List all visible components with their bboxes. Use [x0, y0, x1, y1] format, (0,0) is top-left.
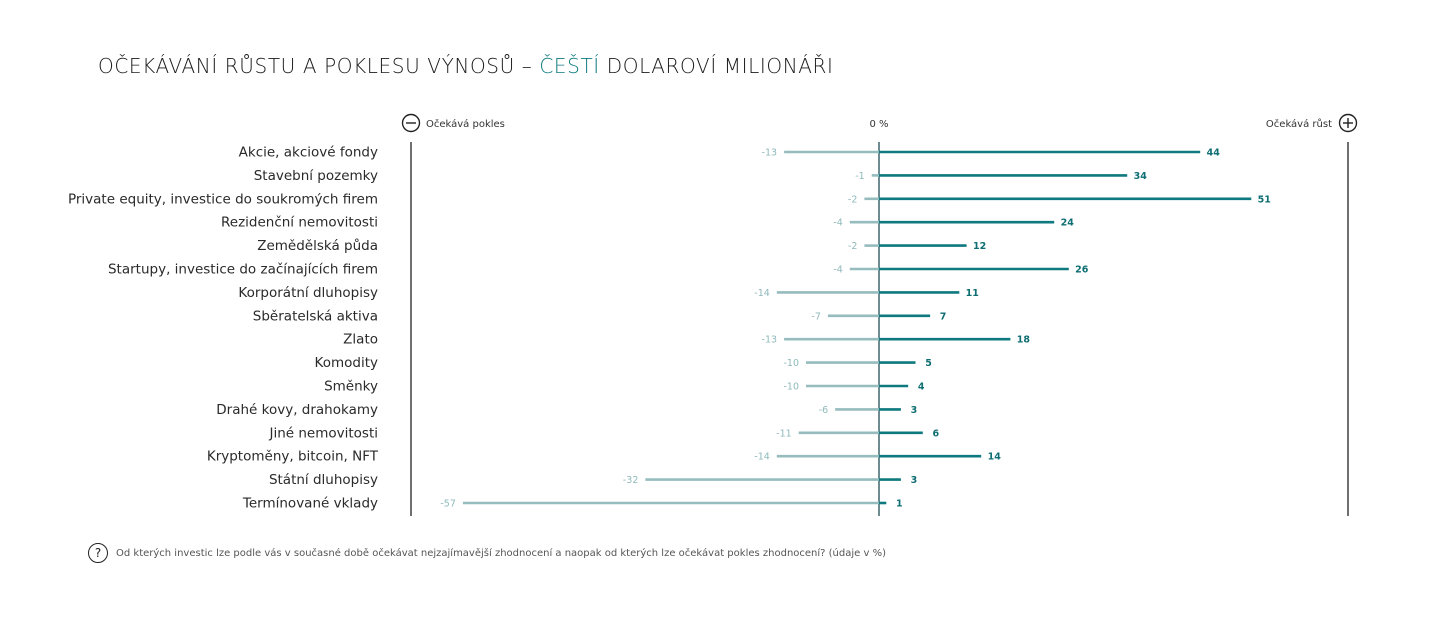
decline-value-label: -2	[848, 241, 857, 252]
category-label: Korporátní dluhopisy	[238, 285, 378, 301]
category-label: Rezidenční nemovitosti	[221, 215, 378, 231]
category-label: Zemědělská půda	[257, 238, 378, 254]
category-label: Akcie, akciové fondy	[239, 145, 378, 161]
decline-value-label: -1	[855, 171, 864, 182]
decline-value-label: -32	[623, 475, 639, 486]
growth-value-label: 51	[1258, 194, 1271, 205]
decline-value-label: -10	[783, 358, 799, 369]
decline-value-label: -4	[833, 218, 842, 229]
title-accent: ČEŠTÍ	[539, 54, 600, 78]
decline-value-label: -57	[440, 499, 456, 510]
category-label: Drahé kovy, drahokamy	[216, 402, 378, 418]
category-label: Jiné nemovitosti	[268, 425, 378, 441]
category-label: Private equity, investice do soukromých …	[68, 191, 378, 207]
growth-value-label: 3	[911, 405, 918, 416]
growth-value-label: 1	[896, 499, 903, 510]
footnote: ? Od kterých investic lze podle vás v so…	[88, 543, 886, 563]
title-part-1: OČEKÁVÁNÍ RŮSTU A POKLESU VÝNOSŮ –	[98, 54, 540, 78]
growth-value-label: 18	[1017, 335, 1031, 346]
decline-value-label: -4	[833, 265, 842, 276]
header-decline-label: Očekává pokles	[426, 118, 505, 130]
decline-value-label: -10	[783, 382, 799, 393]
category-label: Sběratelská aktiva	[253, 308, 378, 324]
plus-icon	[1338, 113, 1358, 133]
category-label: Stavební pozemky	[254, 168, 378, 184]
decline-value-label: -13	[762, 335, 778, 346]
category-label: Zlato	[343, 332, 378, 348]
category-label: Kryptoměny, bitcoin, NFT	[207, 449, 379, 465]
decline-value-label: -13	[762, 148, 778, 159]
growth-value-label: 24	[1061, 218, 1075, 229]
title-part-2: DOLAROVÍ MILIONÁŘI	[599, 54, 834, 78]
category-label: Směnky	[324, 379, 378, 395]
growth-value-label: 4	[918, 382, 925, 393]
header-zero-label: 0 %	[869, 119, 888, 130]
growth-value-label: 11	[966, 288, 979, 299]
category-label: Termínované vklady	[242, 496, 378, 512]
footnote-text: Od kterých investic lze podle vás v souč…	[116, 547, 886, 559]
category-label: Startupy, investice do začínajících fire…	[108, 262, 378, 278]
question-icon: ?	[88, 543, 108, 563]
growth-value-label: 44	[1207, 148, 1221, 159]
category-label: Státní dluhopisy	[269, 472, 378, 488]
header-growth-label: Očekává růst	[1266, 118, 1332, 130]
minus-icon	[401, 113, 421, 133]
growth-value-label: 5	[925, 358, 932, 369]
growth-value-label: 3	[911, 475, 918, 486]
growth-value-label: 7	[940, 311, 947, 322]
decline-value-label: -6	[819, 405, 828, 416]
growth-value-label: 14	[988, 452, 1002, 463]
growth-value-label: 34	[1134, 171, 1148, 182]
decline-value-label: -14	[754, 288, 770, 299]
decline-value-label: -11	[776, 428, 792, 439]
category-label: Komodity	[315, 355, 378, 371]
growth-value-label: 6	[932, 428, 939, 439]
chart-title: OČEKÁVÁNÍ RŮSTU A POKLESU VÝNOSŮ – ČEŠTÍ…	[98, 54, 834, 78]
decline-value-label: -7	[811, 311, 820, 322]
decline-value-label: -14	[754, 452, 770, 463]
decline-value-label: -2	[848, 194, 857, 205]
growth-value-label: 26	[1075, 265, 1089, 276]
growth-value-label: 12	[973, 241, 986, 252]
